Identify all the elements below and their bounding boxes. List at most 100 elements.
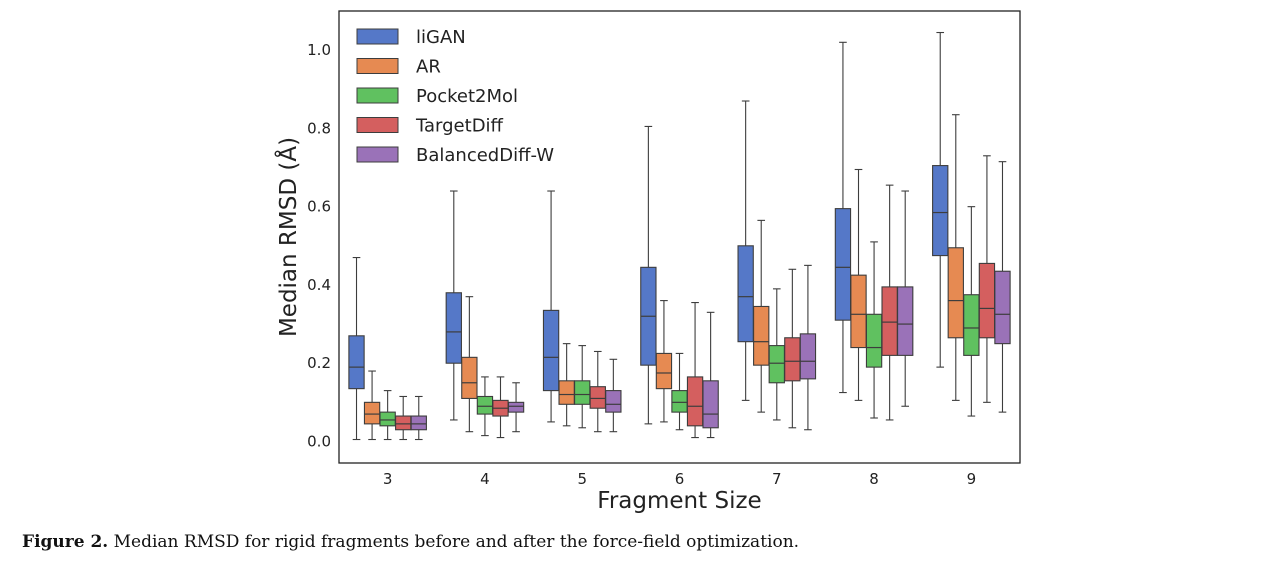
legend-label: Pocket2Mol: [416, 86, 518, 107]
box-iqr: [461, 356, 478, 399]
box-iqr: [507, 401, 525, 413]
box-iqr: [445, 292, 462, 364]
box-ligan-7: [737, 100, 754, 401]
legend-swatch: [356, 146, 399, 163]
y-tick-label: 0.2: [307, 354, 331, 372]
box-iqr: [784, 337, 801, 382]
box-balanceddiff-w-4: [507, 382, 525, 433]
box-pocket2mol-9: [963, 206, 980, 417]
legend-item-ar: AR: [356, 57, 441, 78]
box-iqr: [799, 333, 817, 380]
legend-item-ligan: liGAN: [356, 27, 466, 48]
box-iqr: [897, 286, 914, 356]
box-iqr: [476, 395, 494, 415]
ticks-layer: 0.0 0.2 0.4 0.6 0.8 1.0 3 4 5 6 7 8 9: [307, 41, 976, 488]
box-iqr: [348, 335, 365, 390]
legend-swatch: [356, 58, 399, 74]
box-iqr: [686, 376, 704, 427]
x-tick-label: 6: [675, 470, 685, 488]
legend: liGAN AR Pocket2Mol TargetDiff BalancedDiff-…: [356, 27, 554, 166]
box-targetdiff-3: [395, 395, 412, 441]
box-iqr: [850, 274, 867, 349]
x-axis-label: Fragment Size: [597, 488, 761, 514]
box-iqr: [932, 165, 949, 257]
y-tick-label: 0.0: [307, 432, 331, 450]
legend-item-targetdiff: TargetDiff: [356, 116, 504, 137]
figure-caption: Figure 2. Median RMSD for rigid fragment…: [22, 532, 799, 552]
box-ar-8: [850, 168, 867, 401]
box-iqr: [542, 309, 560, 392]
box-iqr: [363, 401, 381, 425]
legend-label: TargetDiff: [415, 116, 504, 137]
legend-swatch: [356, 87, 399, 104]
box-ligan-9: [932, 31, 949, 368]
box-balanceddiff-w-3: [410, 395, 427, 441]
box-iqr: [702, 380, 719, 429]
box-ar-9: [947, 114, 964, 401]
box-iqr: [978, 262, 996, 339]
x-tick-label: 8: [869, 470, 879, 488]
box-pocket2mol-4: [476, 376, 494, 437]
box-iqr: [881, 286, 898, 356]
box-balanceddiff-w-9: [994, 161, 1011, 413]
box-pocket2mol-3: [379, 390, 396, 441]
y-tick-label: 0.6: [307, 198, 331, 216]
box-ar-3: [363, 370, 381, 441]
box-iqr: [410, 415, 427, 431]
box-iqr: [605, 390, 622, 413]
box-iqr: [671, 390, 688, 413]
box-iqr: [834, 208, 852, 321]
box-ligan-5: [542, 190, 560, 423]
box-iqr: [963, 294, 980, 356]
box-iqr: [737, 245, 754, 343]
legend-label: liGAN: [416, 27, 466, 48]
y-tick-label: 0.4: [307, 276, 331, 294]
box-iqr: [655, 352, 673, 390]
plot-frame: [338, 10, 1021, 464]
box-ligan-6: [640, 125, 657, 425]
x-tick-label: 5: [577, 470, 587, 488]
box-ar-4: [461, 296, 478, 433]
y-tick-label: 0.8: [307, 119, 331, 137]
box-iqr: [379, 411, 396, 427]
boxes-layer: [348, 31, 1011, 441]
box-iqr: [768, 345, 785, 384]
box-ar-5: [558, 343, 575, 427]
box-iqr: [753, 305, 770, 366]
y-axis-label: Median RMSD (Å): [274, 137, 302, 337]
box-iqr: [395, 415, 412, 431]
box-targetdiff-7: [784, 268, 801, 429]
box-iqr: [947, 247, 964, 339]
legend-label: AR: [416, 57, 441, 78]
box-iqr: [558, 380, 575, 405]
y-tick-label: 1.0: [307, 41, 331, 59]
boxplot-chart: 0.0 0.2 0.4 0.6 0.8 1.0 3 4 5 6 7 8 9 liGAN AR Pocket2…: [274, 10, 1021, 514]
legend-label: BalancedDiff-W: [416, 145, 554, 166]
legend-swatch: [356, 28, 399, 45]
x-tick-label: 4: [480, 470, 490, 488]
box-balanceddiff-w-5: [605, 358, 622, 433]
box-targetdiff-9: [978, 155, 996, 403]
figure-caption-label: Figure 2.: [22, 532, 109, 552]
box-pocket2mol-8: [865, 241, 883, 419]
legend-item-balanceddiff-w: BalancedDiff-W: [356, 145, 554, 166]
box-pocket2mol-5: [574, 345, 591, 429]
box-ligan-8: [834, 41, 852, 394]
box-ar-7: [753, 219, 770, 413]
box-ar-6: [655, 300, 673, 423]
legend-item-pocket2mol: Pocket2Mol: [356, 86, 518, 107]
x-tick-label: 7: [772, 470, 782, 488]
box-balanceddiff-w-8: [897, 190, 914, 407]
box-ligan-4: [445, 190, 462, 421]
box-targetdiff-6: [686, 301, 704, 439]
box-iqr: [589, 386, 606, 409]
box-iqr: [574, 380, 591, 405]
box-ligan-3: [348, 256, 365, 441]
x-tick-label: 9: [967, 470, 977, 488]
box-balanceddiff-w-6: [702, 311, 719, 439]
box-iqr: [865, 313, 883, 368]
x-tick-label: 3: [383, 470, 393, 488]
figure-caption-text: Median RMSD for rigid fragments before a…: [108, 532, 800, 552]
box-balanceddiff-w-7: [799, 264, 817, 431]
box-targetdiff-8: [881, 184, 898, 421]
